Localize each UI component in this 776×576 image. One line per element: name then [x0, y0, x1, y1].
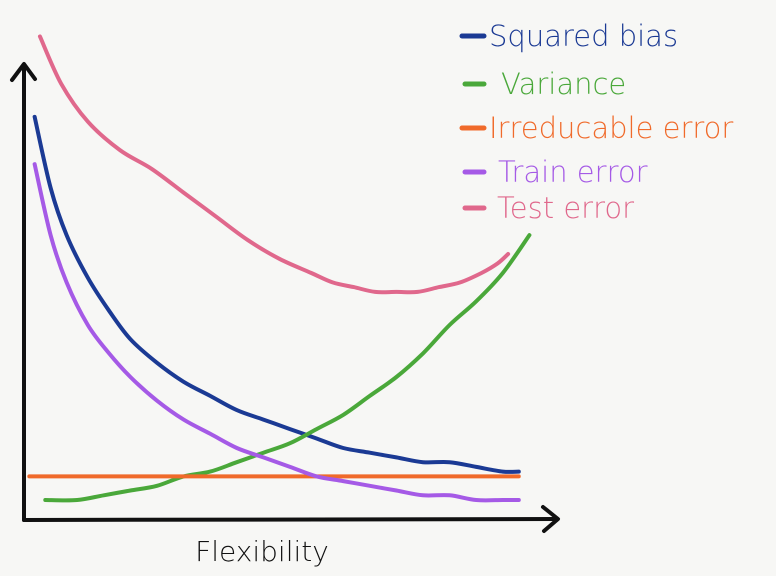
legend-label-variance: Variance	[501, 67, 626, 101]
x-axis-label: Flexibility	[195, 535, 329, 568]
x-axis-arrowhead	[541, 505, 560, 533]
series-line-train-error	[32, 162, 521, 503]
series-line-test-error	[37, 34, 511, 295]
series-line-variance	[43, 233, 532, 503]
legend-label-irreducable-error: Irreducable error	[489, 111, 733, 145]
y-axis-arrowhead	[10, 62, 37, 82]
legend-label-test-error: Test error	[497, 191, 634, 225]
series-layer	[27, 34, 532, 503]
legend-label-squared-bias: Squared bias	[489, 19, 678, 53]
series-line-squared-bias	[32, 114, 521, 474]
legend-label-train-error: Train error	[498, 155, 648, 189]
legend: Squared bias Variance Irreducable error Tra…	[459, 19, 733, 225]
axes	[10, 62, 560, 533]
x-axis	[22, 517, 558, 522]
